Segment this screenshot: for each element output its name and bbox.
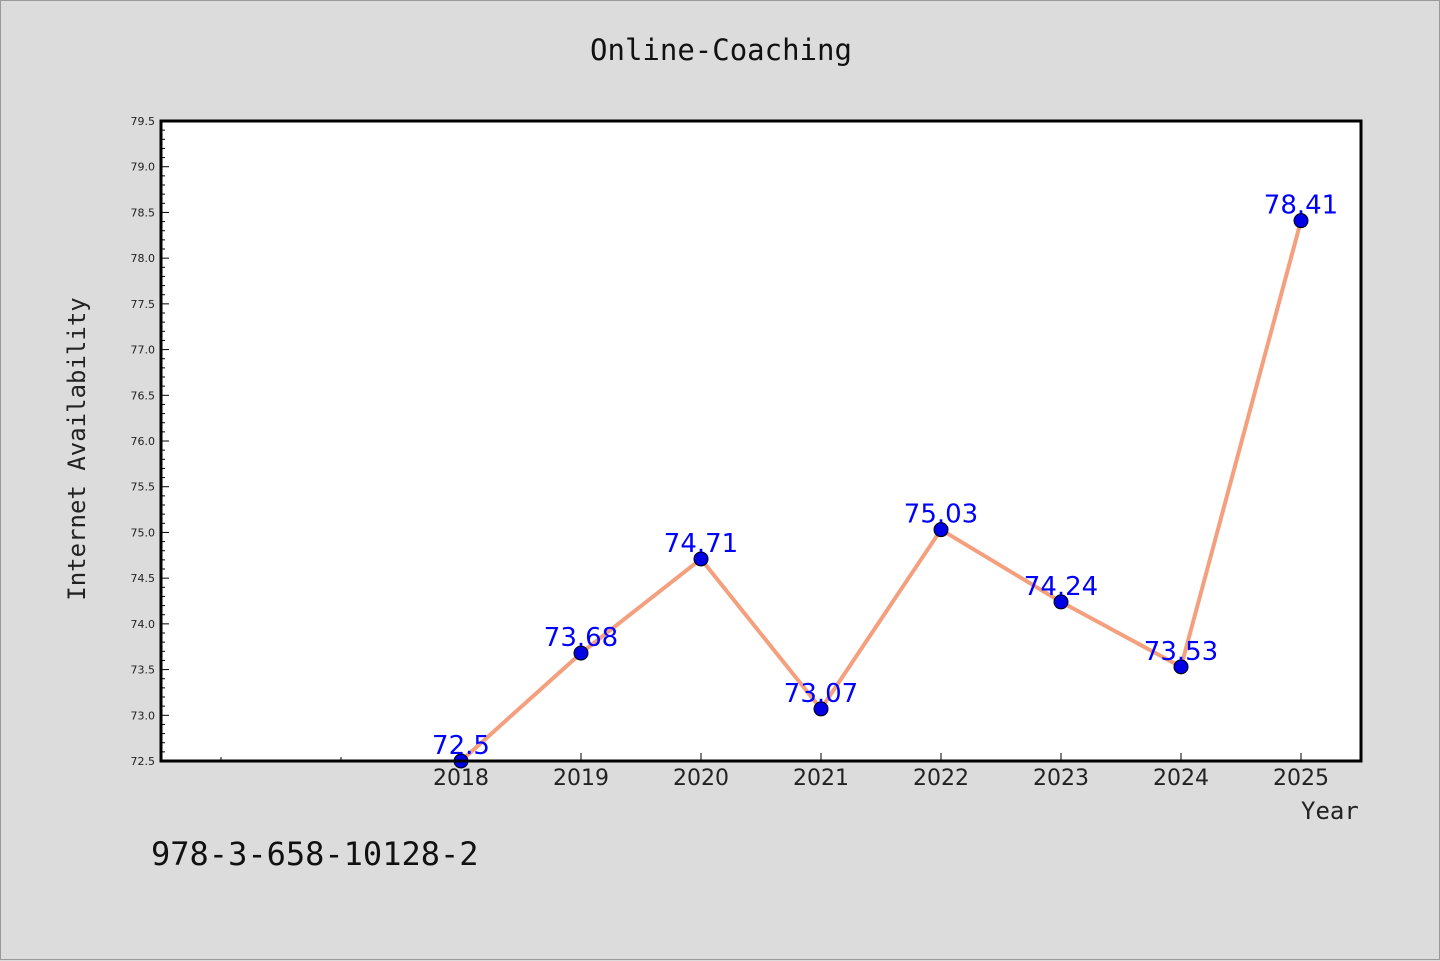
- data-label: 78.41: [1264, 191, 1338, 221]
- x-axis-label: Year: [1301, 797, 1359, 825]
- data-point: [573, 645, 589, 661]
- x-tick-label: 2023: [1033, 766, 1089, 791]
- y-tick-label: 76.5: [131, 389, 156, 402]
- series-line: [459, 218, 1303, 763]
- y-tick-label: 72.5: [131, 755, 156, 768]
- y-tick-label: 78.0: [131, 252, 156, 265]
- data-point: [1293, 213, 1309, 229]
- y-tick-label: 79.5: [131, 115, 156, 128]
- data-point: [693, 551, 709, 567]
- y-tick-label: 75.0: [131, 526, 156, 539]
- chart-title: Online-Coaching: [590, 33, 852, 67]
- y-tick-label: 74.0: [131, 618, 156, 631]
- plot-frame: [159, 119, 1363, 763]
- data-label: 73.68: [544, 623, 618, 653]
- y-tick-label: 76.0: [131, 435, 156, 448]
- isbn-text: 978-3-658-10128-2: [151, 835, 479, 873]
- data-label: 73.53: [1144, 637, 1218, 667]
- y-tick-label: 79.0: [131, 161, 156, 174]
- data-label: 73.07: [784, 679, 858, 709]
- y-tick-label: 73.0: [131, 709, 156, 722]
- x-tick-label: 2024: [1153, 766, 1209, 791]
- y-tick-label: 73.5: [131, 664, 156, 677]
- data-point: [1053, 594, 1069, 610]
- y-tick-label: 74.5: [131, 572, 156, 585]
- data-label: 74.71: [664, 529, 738, 559]
- x-tick-label: 2025: [1273, 766, 1329, 791]
- data-point: [1173, 659, 1189, 675]
- y-tick-label: 77.5: [131, 298, 156, 311]
- y-tick-label: 75.5: [131, 481, 156, 494]
- y-tick-label: 78.5: [131, 206, 156, 219]
- x-tick-label: 2021: [793, 766, 849, 791]
- y-tick-label: 77.0: [131, 344, 156, 357]
- data-label: 75.03: [904, 500, 978, 530]
- data-point: [813, 701, 829, 717]
- x-tick-label: 2019: [553, 766, 609, 791]
- data-label: 72.5: [432, 731, 490, 761]
- x-tick-label: 2020: [673, 766, 729, 791]
- data-point: [933, 522, 949, 538]
- x-tick-label: 2018: [433, 766, 489, 791]
- x-tick-label: 2022: [913, 766, 969, 791]
- data-label: 74.24: [1024, 572, 1098, 602]
